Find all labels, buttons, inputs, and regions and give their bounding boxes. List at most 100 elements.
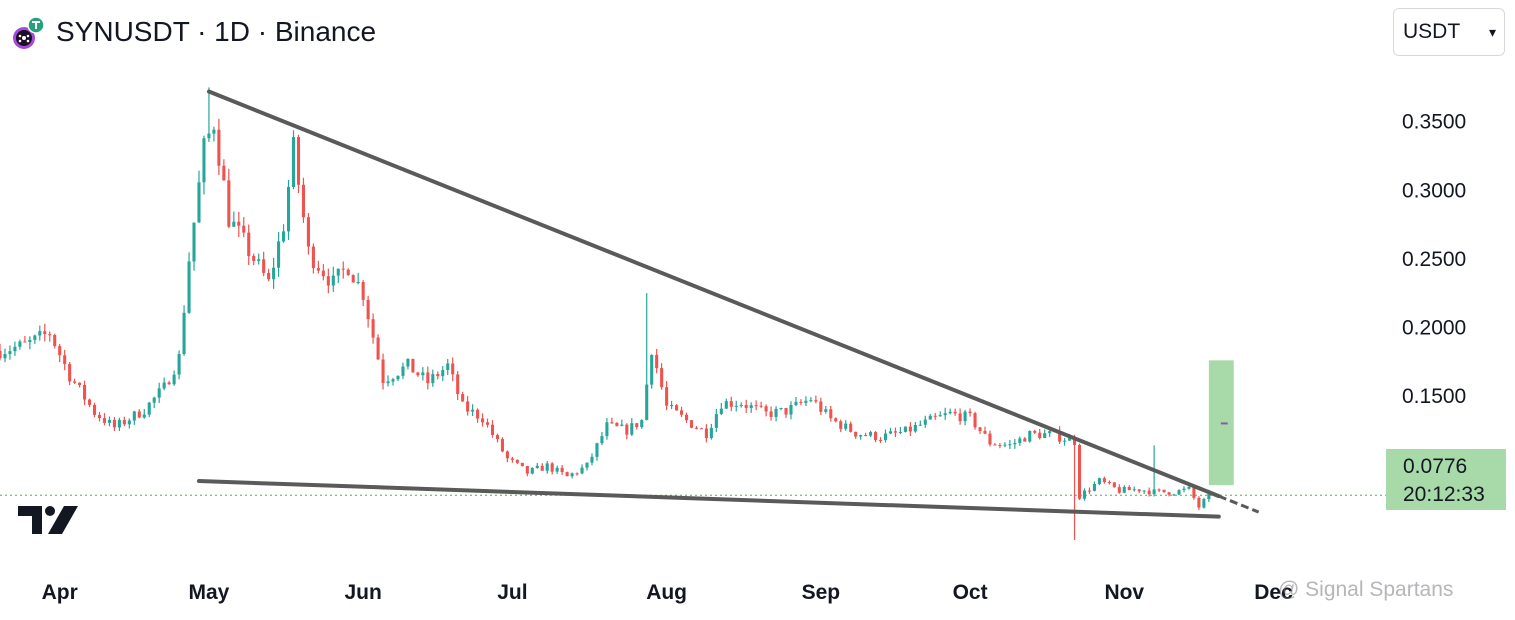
candle-body [968, 411, 972, 414]
candle-body [1102, 478, 1106, 483]
candle-body [222, 165, 226, 181]
trendline-resistance [206, 89, 1221, 499]
candle-body [262, 259, 266, 273]
candle-body [684, 414, 689, 421]
candle-body [461, 394, 465, 402]
candle-body [192, 222, 196, 262]
candle-body [63, 355, 67, 364]
candle-body [983, 430, 987, 434]
candle-body [321, 270, 325, 277]
candle-body [53, 334, 57, 347]
candle-body [341, 268, 345, 270]
candle-body [301, 184, 306, 218]
candle-body [560, 467, 564, 473]
tradingview-logo-icon[interactable] [18, 506, 80, 541]
candle-body [605, 422, 609, 437]
candle-body [620, 424, 624, 426]
candle-body [958, 413, 962, 422]
candle-body [714, 414, 718, 428]
price-tick-label: 0.3500 [1402, 111, 1466, 134]
candle-body [346, 269, 350, 276]
candle-body [272, 267, 276, 280]
candle-body [217, 129, 221, 166]
candle-body [476, 409, 480, 419]
candle-body [112, 419, 116, 428]
candle-body [759, 405, 763, 407]
candle-body [212, 129, 216, 134]
candle-body [1063, 440, 1067, 442]
candle-body [38, 331, 42, 336]
candle-body [1013, 442, 1017, 445]
candle-body [162, 382, 166, 389]
candle-body [764, 406, 768, 412]
candle-body [237, 221, 241, 226]
candle-body [600, 436, 604, 444]
candle-body [824, 409, 828, 412]
candle-body [202, 138, 206, 183]
candle-body [530, 467, 534, 474]
candle-body [97, 414, 102, 419]
candle-body [744, 405, 748, 408]
candle-body [854, 431, 858, 437]
candle-body [779, 408, 783, 410]
candle-body [137, 411, 141, 418]
candle-body [689, 420, 694, 428]
candle-body [1087, 490, 1092, 492]
chevron-down-icon: ▾ [1488, 23, 1496, 40]
candle-body [585, 462, 589, 468]
chart-title: SYNUSDT · 1D · Binance [56, 16, 377, 47]
currency-selector[interactable]: USDT ▾ [1393, 8, 1505, 56]
bar-countdown: 20:12:33 [1403, 483, 1485, 506]
candle-body [386, 381, 390, 384]
candle-body [878, 440, 883, 442]
candle-body [799, 401, 803, 403]
candle-body [645, 384, 649, 421]
candle-body [1197, 497, 1201, 508]
candle-body [142, 414, 146, 418]
candle-body [555, 467, 559, 472]
candle-body [993, 444, 997, 446]
candle-body [132, 411, 136, 421]
candle-body [152, 397, 156, 403]
candle-body [1068, 437, 1072, 441]
candle-body [247, 232, 251, 256]
candle-body [1058, 431, 1062, 442]
candle-body [898, 431, 902, 433]
candle-body [396, 375, 400, 380]
candle-body [998, 445, 1002, 447]
candle-body [157, 388, 161, 398]
candle-body [381, 359, 385, 384]
candle-body [699, 428, 703, 430]
candle-body [774, 408, 778, 417]
candle-body [326, 276, 330, 286]
candle-body [257, 259, 261, 261]
candle-body [804, 400, 808, 403]
candle-body [1172, 494, 1176, 496]
candle-body [451, 363, 455, 375]
candle-body [630, 423, 634, 435]
candle-body [590, 456, 594, 463]
candle-body [650, 354, 654, 385]
candle-body [416, 372, 420, 376]
candle-body [933, 415, 937, 417]
candle-body [1132, 489, 1136, 491]
candle-body [371, 319, 375, 338]
time-tick-label: Oct [953, 581, 988, 604]
candle-body [874, 432, 878, 441]
time-axis[interactable]: Apr May Jun Jul Aug Sep Oct Nov Dec [42, 581, 1293, 604]
candle-body [660, 368, 664, 388]
candle-body [1192, 486, 1196, 498]
candle-body [525, 466, 529, 474]
candle-body [1142, 490, 1146, 492]
candle-body [814, 400, 818, 402]
candle-body [973, 413, 977, 428]
candle-body [540, 465, 544, 471]
target-zone-layer [1208, 360, 1234, 486]
candle-body [1092, 483, 1096, 491]
price-tick-label: 0.3000 [1402, 179, 1466, 202]
candle-body [575, 473, 579, 475]
candle-body [331, 275, 335, 286]
candle-body [864, 435, 868, 437]
